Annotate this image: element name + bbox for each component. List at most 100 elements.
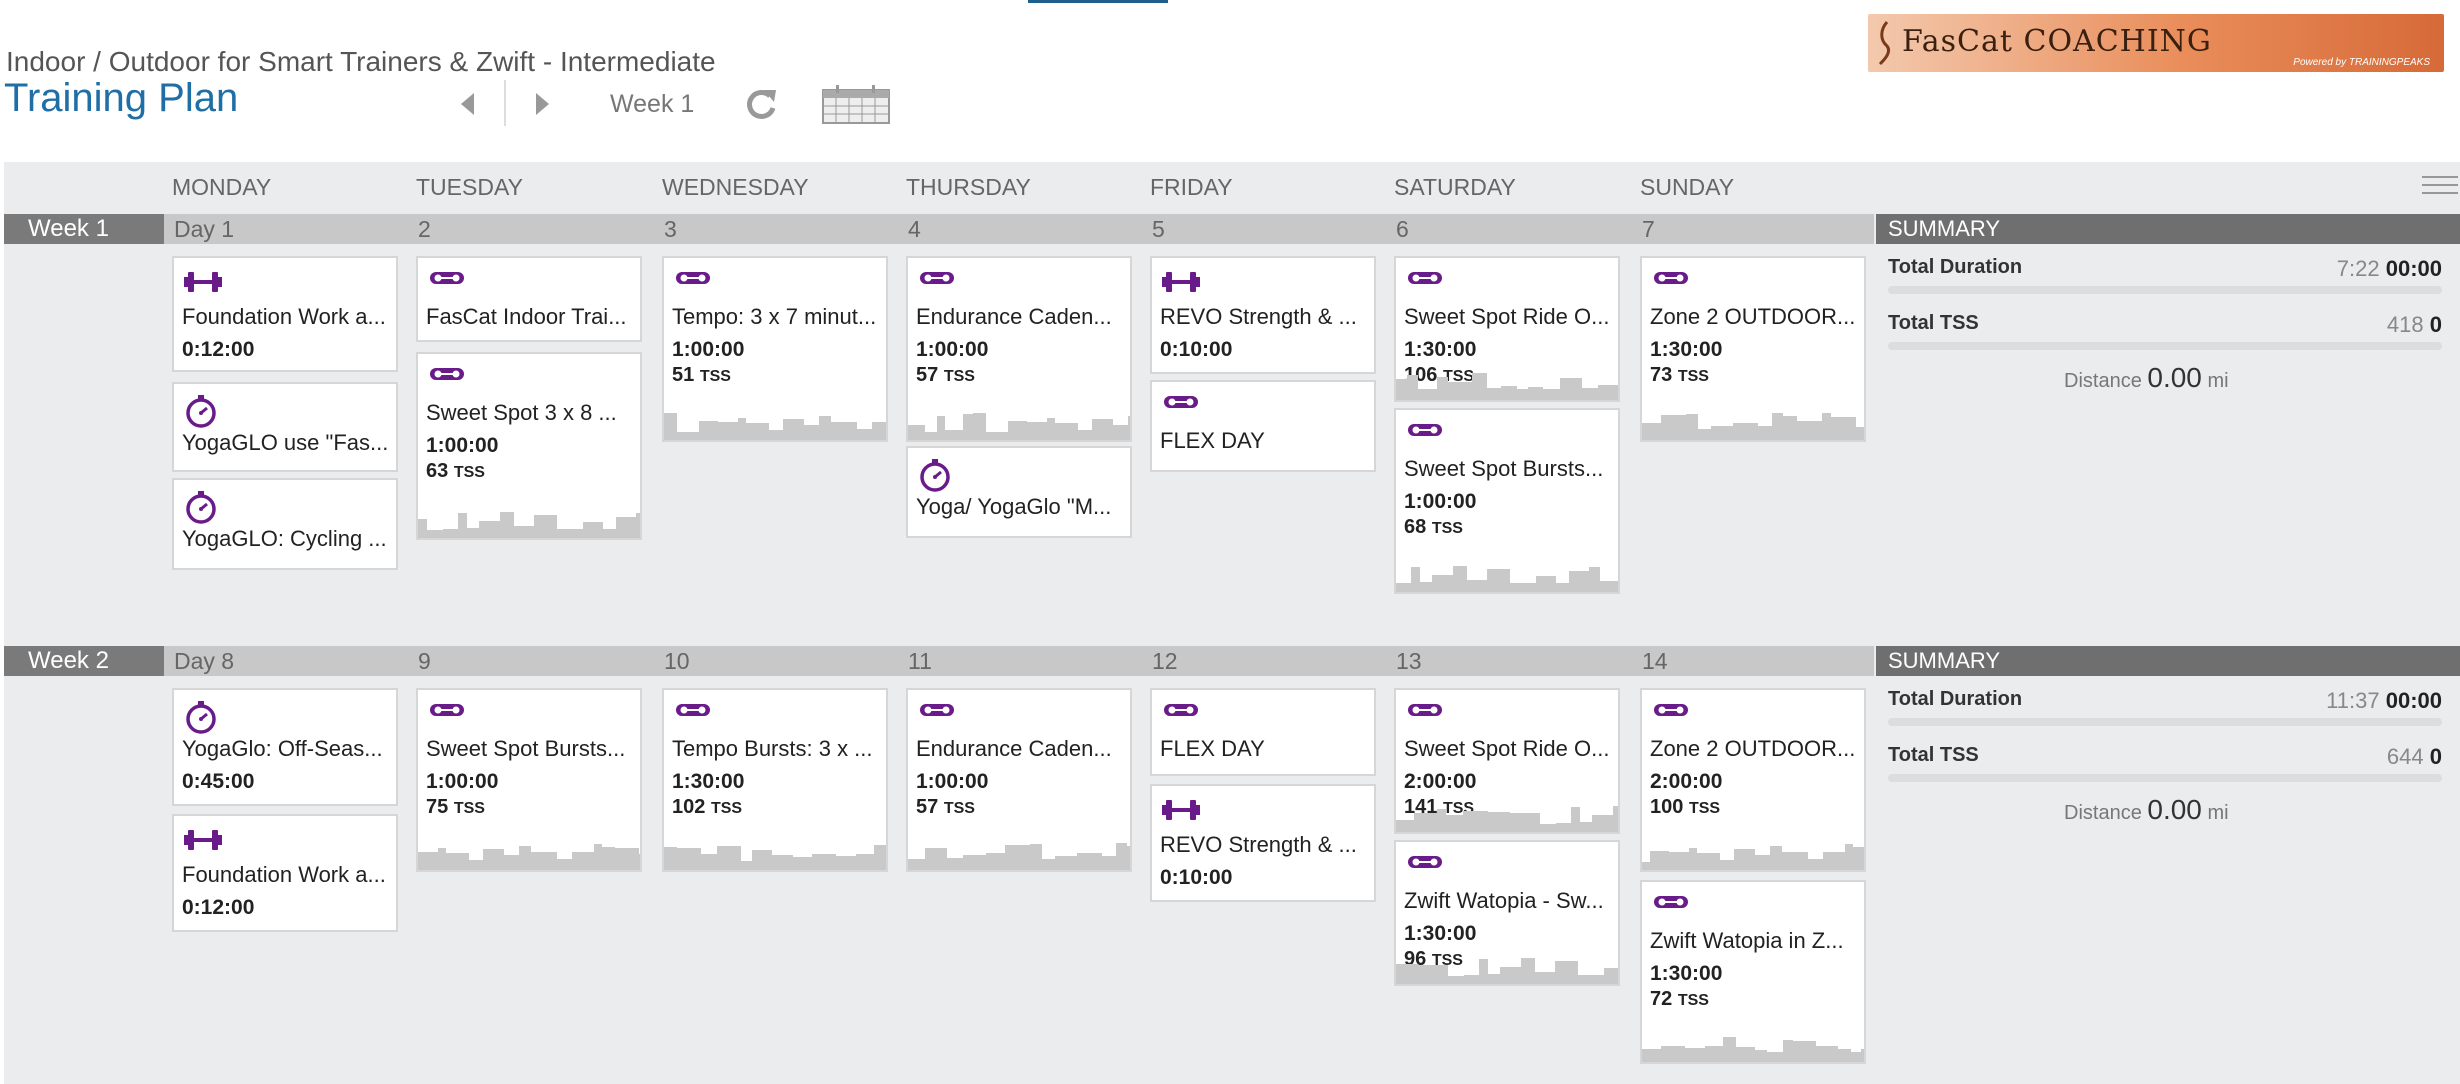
bike-icon (1652, 268, 1690, 298)
top-accent-line (1028, 0, 1168, 3)
chevron-right-icon (536, 93, 549, 115)
workout-title: Zwift Watopia in Z... (1650, 928, 1844, 953)
workout-card[interactable]: FLEX DAY (1150, 688, 1376, 776)
workout-title: Endurance Caden... (916, 736, 1112, 761)
stopwatch-icon (184, 490, 222, 524)
bike-icon (1406, 852, 1444, 882)
total-duration-label: Total Duration (1888, 688, 2023, 710)
week-label[interactable]: Week 1 (4, 214, 164, 244)
summary-header: SUMMARY (1876, 646, 2460, 676)
workout-duration: 0:12:00 (182, 338, 255, 361)
workout-card[interactable]: REVO Strength & ... 0:10:00 (1150, 256, 1376, 374)
workout-title: Sweet Spot Ride O... (1404, 736, 1610, 761)
current-week-label: Week 1 (610, 90, 695, 118)
workout-card[interactable]: REVO Strength & ... 0:10:00 (1150, 784, 1376, 902)
total-tss-value: 418 0 (2386, 312, 2442, 337)
workout-card[interactable]: Zwift Watopia - Sw... 1:30:00 96 TSS (1394, 840, 1620, 986)
workout-card[interactable]: Endurance Caden... 1:00:00 57 TSS (906, 688, 1132, 872)
duration-progress-bar (1888, 286, 2442, 294)
workout-card[interactable]: Zwift Watopia in Z... 1:30:00 72 TSS (1640, 880, 1866, 1064)
plan-subtitle: Indoor / Outdoor for Smart Trainers & Zw… (6, 46, 716, 77)
workout-tss: 51 TSS (672, 364, 731, 386)
workout-card[interactable]: Endurance Caden... 1:00:00 57 TSS (906, 256, 1132, 442)
total-duration-value: 11:37 00:00 (2326, 688, 2442, 713)
workout-duration: 1:30:00 (1650, 962, 1723, 985)
workout-title: Foundation Work a... (182, 862, 386, 887)
workout-card[interactable]: Yoga/ YogaGlo "M... (906, 446, 1132, 538)
day-number: 3 (664, 216, 677, 242)
workout-duration: 1:00:00 (426, 434, 499, 457)
stopwatch-icon (184, 700, 222, 734)
workout-card[interactable]: Foundation Work a... 0:12:00 (172, 814, 398, 932)
workout-card[interactable]: Sweet Spot Bursts... 1:00:00 68 TSS (1394, 408, 1620, 594)
workout-title: Sweet Spot Bursts... (426, 736, 626, 761)
previous-week-button[interactable] (452, 86, 484, 122)
total-duration-label: Total Duration (1888, 256, 2023, 278)
workout-duration: 2:00:00 (1650, 770, 1723, 793)
workout-title: Zwift Watopia - Sw... (1404, 888, 1604, 913)
workout-title: Sweet Spot 3 x 8 ... (426, 400, 617, 425)
strength-icon (184, 826, 222, 856)
workout-card[interactable]: Sweet Spot Ride O... 1:30:00 106 TSS (1394, 256, 1620, 402)
workout-duration: 1:30:00 (1404, 338, 1477, 361)
total-duration-value: 7:22 00:00 (2336, 256, 2442, 281)
workout-card[interactable]: Tempo Bursts: 3 x ... 1:30:00 102 TSS (662, 688, 888, 872)
workout-tss: 68 TSS (1404, 516, 1463, 538)
day-header-tuesday: TUESDAY (416, 174, 523, 200)
logo-powered-text: Powered by TRAININGPEAKS (2293, 57, 2430, 68)
workout-profile-chart (908, 410, 1130, 440)
distance-summary: Distance 0.00 mi (2064, 794, 2229, 825)
workout-title: FLEX DAY (1160, 428, 1265, 453)
workout-title: REVO Strength & ... (1160, 832, 1357, 857)
calendar-view-button[interactable] (822, 84, 890, 124)
workout-card[interactable]: YogaGLO: Cycling ... (172, 478, 398, 570)
day-number: Day 1 (174, 216, 235, 242)
bike-icon (428, 700, 466, 730)
chevron-left-icon (461, 93, 474, 115)
workout-card[interactable]: Sweet Spot Ride O... 2:00:00 141 TSS (1394, 688, 1620, 834)
workout-tss: 57 TSS (916, 796, 975, 818)
hamburger-menu-icon[interactable] (2422, 176, 2458, 198)
day-number: 11 (908, 648, 932, 674)
tss-progress-bar (1888, 774, 2442, 782)
workout-profile-chart (1642, 410, 1864, 440)
day-number: 12 (1152, 648, 1178, 674)
workout-title: YogaGLO use "Fas... (182, 430, 389, 455)
workout-card[interactable]: FLEX DAY (1150, 380, 1376, 472)
strength-icon (184, 268, 222, 298)
workout-card[interactable]: YogaGlo: Off-Seas... 0:45:00 (172, 688, 398, 806)
strength-icon (1162, 796, 1200, 826)
workout-duration: 1:30:00 (1404, 922, 1477, 945)
workout-card[interactable]: YogaGLO use "Fas... (172, 382, 398, 472)
workout-duration: 1:00:00 (1404, 490, 1477, 513)
workout-profile-chart (418, 508, 640, 538)
workout-title: Zone 2 OUTDOOR... (1650, 736, 1856, 761)
workout-card[interactable]: Zone 2 OUTDOOR... 1:30:00 73 TSS (1640, 256, 1866, 442)
workout-tss: 141 TSS (1404, 796, 1475, 818)
workout-title: Tempo: 3 x 7 minut... (672, 304, 877, 329)
workout-profile-chart (664, 840, 886, 870)
workout-title: Foundation Work a... (182, 304, 386, 329)
bike-icon (674, 268, 712, 298)
day-header-saturday: SATURDAY (1394, 174, 1516, 200)
workout-card[interactable]: FasCat Indoor Trai... (416, 256, 642, 342)
strength-icon (1162, 268, 1200, 298)
workout-title: Sweet Spot Bursts... (1404, 456, 1604, 481)
refresh-icon (747, 90, 776, 119)
workout-duration: 0:12:00 (182, 896, 255, 919)
workout-card[interactable]: Sweet Spot 3 x 8 ... 1:00:00 63 TSS (416, 352, 642, 540)
workout-title: YogaGLO: Cycling ... (182, 526, 387, 551)
day-number: 6 (1396, 216, 1409, 242)
next-week-button[interactable] (526, 86, 558, 122)
workout-card[interactable]: Zone 2 OUTDOOR... 2:00:00 100 TSS (1640, 688, 1866, 872)
week-band (4, 646, 1874, 676)
week-label[interactable]: Week 2 (4, 646, 164, 676)
workout-card[interactable]: Foundation Work a... 0:12:00 (172, 256, 398, 372)
workout-card[interactable]: Tempo: 3 x 7 minut... 1:00:00 51 TSS (662, 256, 888, 442)
bike-icon (1652, 700, 1690, 730)
workout-title: Yoga/ YogaGlo "M... (916, 494, 1112, 519)
refresh-button[interactable] (740, 84, 782, 126)
page-title: Training Plan (4, 76, 239, 120)
bike-icon (918, 700, 956, 730)
workout-card[interactable]: Sweet Spot Bursts... 1:00:00 75 TSS (416, 688, 642, 872)
